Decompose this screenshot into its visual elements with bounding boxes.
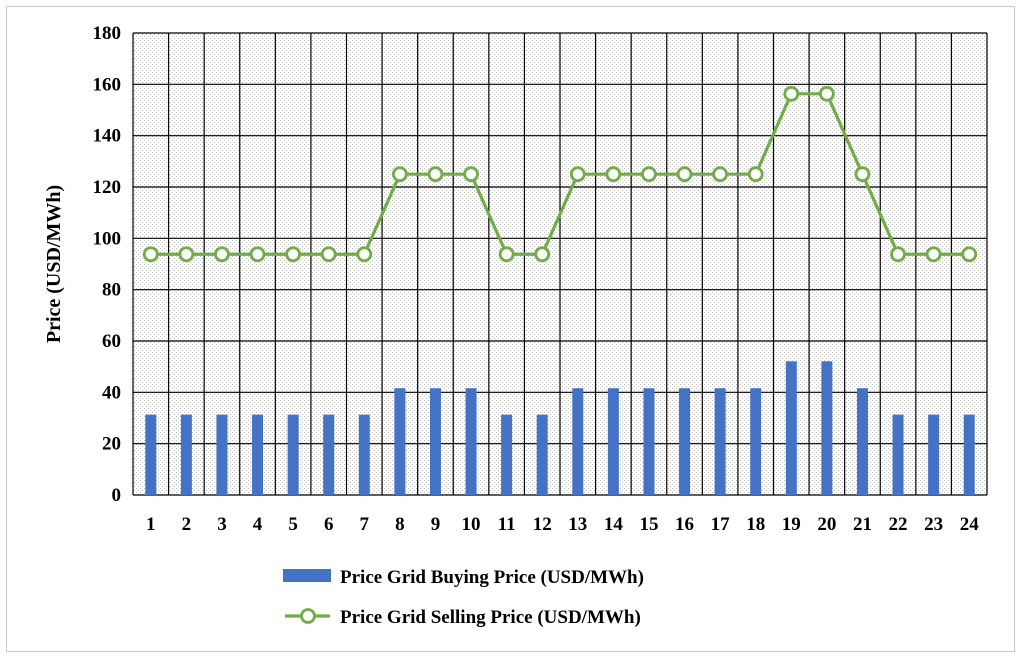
x-tick-label: 4: [253, 514, 263, 535]
line-point: [178, 246, 195, 263]
legend-buying-label: Price Grid Buying Price (USD/MWh): [340, 567, 644, 588]
y-tick-label: 80: [102, 280, 121, 301]
bar: [216, 414, 228, 495]
x-tick-label: 13: [568, 514, 587, 535]
line-point: [712, 166, 729, 183]
line-point: [569, 166, 586, 183]
bar: [607, 388, 619, 495]
x-axis-ticks: 1 2 3 4 5 6 7 8 9 10 11 12 13 14 15 16 17 18 19 20 21 22 23 24: [146, 514, 979, 535]
bar: [714, 388, 726, 495]
bar: [429, 388, 441, 495]
x-tick-label: 23: [924, 514, 943, 535]
line-point: [285, 246, 302, 263]
line-point: [605, 166, 622, 183]
x-tick-label: 10: [462, 514, 481, 535]
gridlines: [132, 32, 988, 496]
line-point: [356, 246, 373, 263]
bar: [679, 388, 691, 495]
y-tick-label: 0: [112, 485, 122, 506]
bar: [750, 388, 762, 495]
line-point: [249, 246, 266, 263]
x-tick-label: 7: [360, 514, 370, 535]
buying-price-bars: [145, 361, 975, 495]
selling-price-line: [142, 85, 978, 263]
line-point: [925, 246, 942, 263]
bar: [963, 414, 975, 495]
y-tick-label: 140: [93, 126, 122, 147]
line-point: [320, 246, 337, 263]
x-tick-label: 5: [288, 514, 298, 535]
x-tick-label: 12: [533, 514, 552, 535]
bar: [892, 414, 904, 495]
bar: [323, 414, 335, 495]
bar: [180, 414, 192, 495]
line-point: [854, 166, 871, 183]
bar: [252, 414, 264, 495]
legend-bar-swatch: [283, 569, 331, 582]
line-point: [391, 166, 408, 183]
x-tick-label: 1: [146, 514, 156, 535]
line-point: [747, 166, 764, 183]
y-tick-label: 180: [93, 23, 122, 44]
y-tick-label: 100: [93, 228, 122, 249]
line-point: [498, 246, 515, 263]
bar: [501, 414, 513, 495]
x-tick-label: 22: [889, 514, 908, 535]
bar: [358, 414, 370, 495]
x-tick-label: 3: [217, 514, 227, 535]
bar: [145, 414, 157, 495]
x-tick-label: 9: [431, 514, 441, 535]
bar: [643, 388, 655, 495]
x-tick-label: 15: [639, 514, 658, 535]
bar: [287, 414, 299, 495]
x-tick-label: 18: [746, 514, 765, 535]
x-tick-label: 20: [817, 514, 836, 535]
x-tick-label: 21: [853, 514, 872, 535]
x-tick-label: 8: [395, 514, 405, 535]
y-tick-label: 20: [102, 434, 121, 455]
legend-line-marker: [300, 608, 316, 624]
x-tick-label: 24: [960, 514, 980, 535]
bar: [856, 388, 868, 495]
x-tick-label: 16: [675, 514, 694, 535]
line-point: [142, 246, 159, 263]
x-tick-label: 2: [182, 514, 192, 535]
line-point: [783, 85, 800, 102]
bar: [928, 414, 940, 495]
line-point: [818, 85, 835, 102]
y-tick-label: 120: [93, 177, 122, 198]
line-point: [534, 246, 551, 263]
line-point: [214, 246, 230, 263]
line-point: [676, 166, 693, 183]
bar: [821, 361, 833, 495]
line-point: [961, 246, 978, 263]
y-axis-title: Price (USD/MWh): [43, 185, 65, 343]
x-tick-label: 6: [324, 514, 334, 535]
y-tick-label: 160: [93, 74, 122, 95]
bar: [536, 414, 548, 495]
line-point: [463, 166, 479, 183]
x-tick-label: 14: [604, 514, 624, 535]
bar: [572, 388, 584, 495]
legend-selling-label: Price Grid Selling Price (USD/MWh): [340, 607, 641, 628]
x-tick-label: 11: [498, 514, 516, 535]
x-tick-label: 19: [782, 514, 801, 535]
y-tick-label: 40: [102, 382, 121, 403]
bar: [394, 388, 406, 495]
line-point: [427, 166, 444, 183]
line-point: [890, 246, 906, 263]
x-tick-label: 17: [711, 514, 731, 535]
bar: [465, 388, 477, 495]
y-tick-label: 60: [102, 331, 121, 352]
legend: Price Grid Buying Price (USD/MWh) Price …: [283, 567, 644, 628]
y-axis-ticks: 0 20 40 60 80 100 120 140 160 180: [93, 23, 122, 506]
line-point: [641, 166, 657, 183]
bar: [785, 361, 797, 495]
